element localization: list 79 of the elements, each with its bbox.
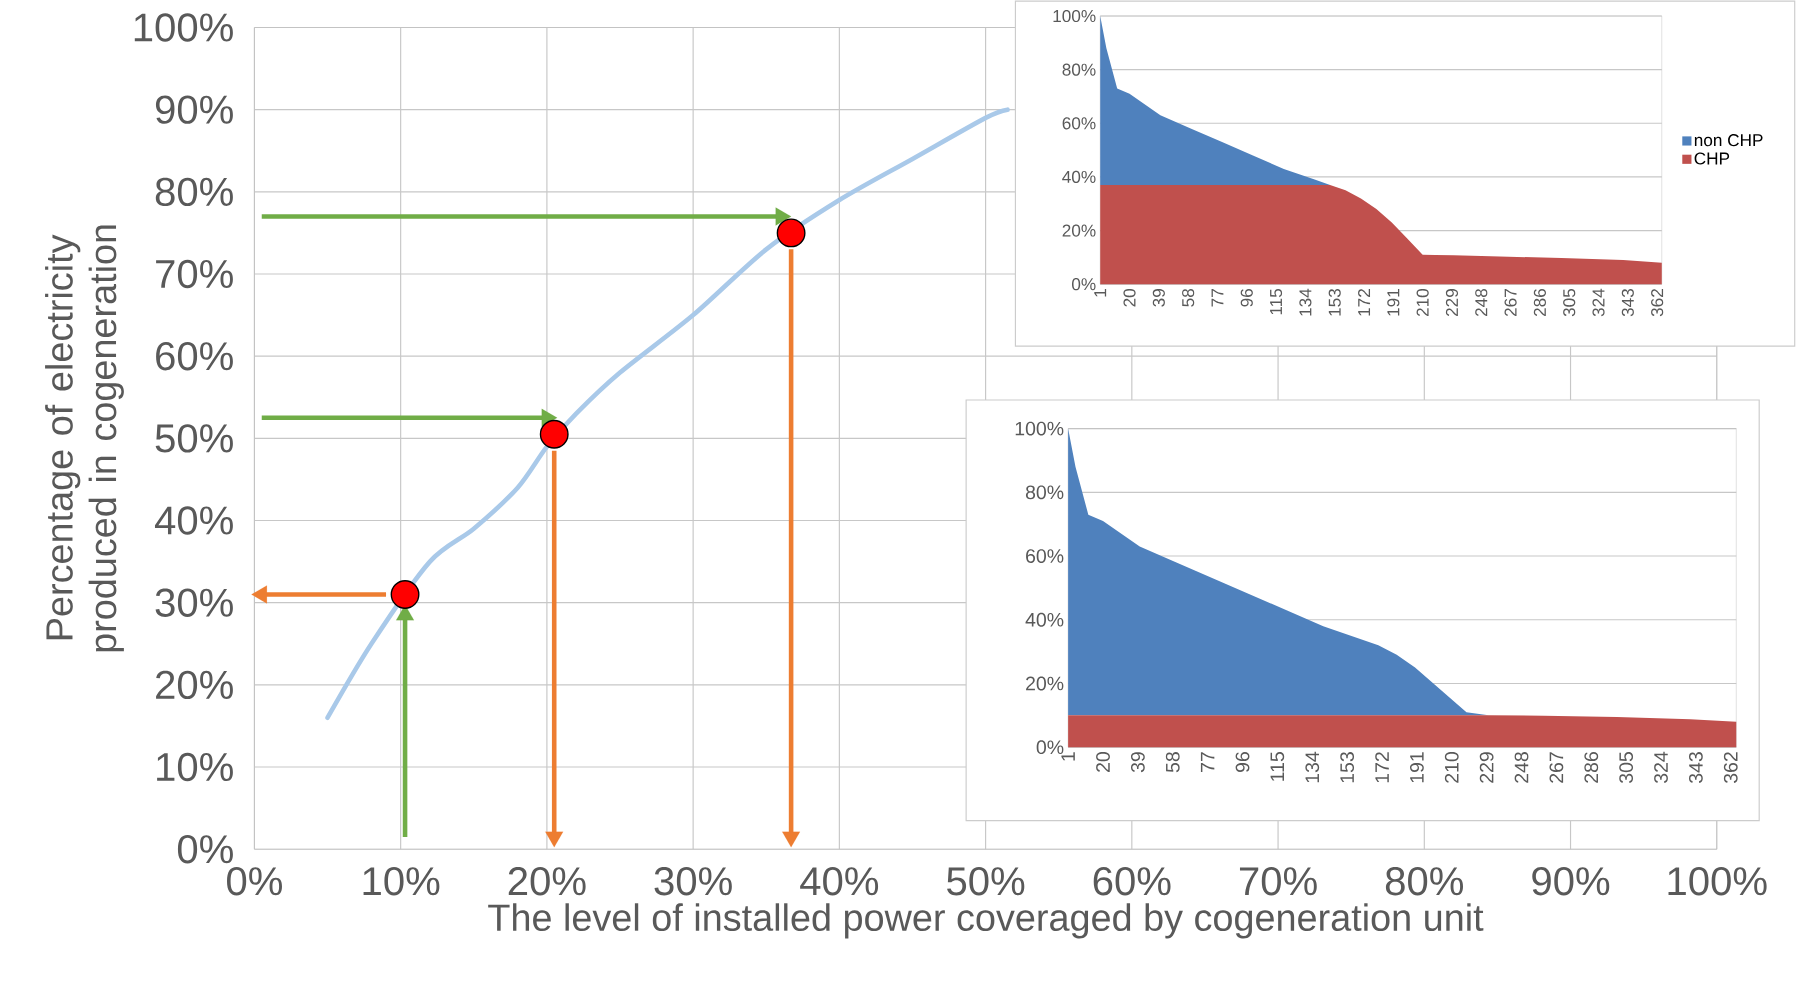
point [539, 419, 569, 449]
y-tick-label: 60% [1026, 549, 1064, 563]
x-tick-label: 191 [1387, 289, 1400, 316]
x-tick-label: 191 [1409, 752, 1424, 783]
x-tick-label: 60% [1093, 867, 1171, 896]
x-tick-label: 20 [1123, 288, 1136, 307]
x-tick-label: 30% [654, 867, 732, 896]
y-tick-label: 0% [1071, 278, 1096, 291]
y-tick-label: 100% [134, 13, 233, 42]
y-tick-label: 0% [1036, 740, 1064, 755]
y-tick-label: 80% [1025, 485, 1064, 500]
y-tick-label: 90% [155, 95, 233, 124]
y-tick-label: 100% [1053, 9, 1096, 23]
y-tick-label: 20% [1062, 224, 1096, 237]
x-tick-label: 100% [1668, 867, 1767, 896]
y-tick-label: 20% [156, 670, 233, 700]
y-tick-label: 50% [155, 424, 233, 453]
x-tick-label: 172 [1358, 289, 1371, 316]
x-tick-label: 20 [1096, 752, 1110, 772]
x-tick-label: 50% [947, 867, 1025, 896]
y-axis-title: Percentage of electricity produced in cogeneration [45, 225, 124, 652]
x-tick-label: 343 [1688, 752, 1703, 784]
y-tick-label: 30% [155, 588, 233, 617]
x-tick-label: 267 [1504, 289, 1517, 317]
x-tick-label: 58 [1165, 752, 1180, 773]
x-tick-label: 324 [1592, 288, 1605, 317]
x-tick-label: 115 [1270, 752, 1285, 781]
x-tick-label: 229 [1479, 752, 1494, 783]
x-tick-label: 343 [1621, 289, 1634, 317]
x-tick-label: 267 [1549, 752, 1564, 783]
x-tick-label: 324 [1654, 751, 1668, 784]
x-tick-label: 96 [1235, 752, 1250, 773]
x-tick-label: 305 [1619, 752, 1634, 784]
y-tick-label: 20% [1026, 676, 1064, 691]
x-tick-label: 10% [363, 867, 440, 896]
x-tick-label: 305 [1563, 288, 1576, 317]
point [390, 580, 420, 609]
x-tick-label: 134 [1305, 751, 1320, 783]
y-tick-label: 80% [1062, 63, 1096, 76]
x-tick-label: 115 [1270, 288, 1283, 315]
line-series [325, 107, 1010, 721]
x-tick-label: 286 [1533, 289, 1546, 317]
x-tick-label: 210 [1416, 288, 1429, 317]
x-tick-label: 58 [1182, 289, 1195, 307]
y-tick-label: 40% [154, 506, 233, 535]
x-tick-label: 153 [1328, 289, 1341, 316]
x-tick-label: 248 [1475, 289, 1488, 317]
y-tick-label: 80% [155, 177, 233, 207]
x-tick-label: 39 [1152, 289, 1165, 307]
y-tick-label: 40% [1025, 612, 1064, 627]
y-tick-label: 100% [1015, 421, 1064, 436]
x-tick-label: 77 [1200, 752, 1215, 772]
x-tick-label: 286 [1584, 752, 1599, 783]
x-tick-label: 172 [1375, 752, 1389, 783]
y-tick-label: 40% [1062, 170, 1096, 184]
x-tick-label: 39 [1130, 752, 1145, 773]
x-tick-label: 20% [508, 867, 586, 896]
x-tick-label: 1 [1094, 289, 1107, 297]
x-tick-label: 210 [1444, 752, 1459, 783]
x-tick-label: 80% [1385, 867, 1464, 896]
x-tick-label: 134 [1299, 288, 1312, 316]
x-axis-title: The level of installed power coveraged by cogeneration unit [488, 903, 1484, 939]
y-tick-label: 60% [1062, 117, 1096, 130]
x-tick-label: 77 [1211, 289, 1224, 307]
x-tick-label: 362 [1651, 289, 1664, 317]
x-tick-label: 90% [1532, 867, 1610, 896]
x-tick-label: 1 [1061, 752, 1075, 761]
x-tick-label: 96 [1240, 289, 1253, 307]
x-tick-label: 153 [1340, 752, 1355, 783]
x-tick-label: 40% [800, 867, 879, 896]
x-tick-label: 362 [1723, 752, 1738, 784]
x-tick-label: 229 [1445, 289, 1459, 317]
x-tick-label: 0% [227, 867, 282, 896]
legend-label: non CHP [1694, 134, 1763, 147]
y-tick-label: 60% [156, 341, 233, 371]
x-tick-label: 248 [1514, 752, 1529, 783]
legend-label: CHP [1694, 152, 1730, 165]
x-tick-label: 70% [1239, 867, 1317, 896]
y-tick-label: 0% [177, 835, 233, 864]
